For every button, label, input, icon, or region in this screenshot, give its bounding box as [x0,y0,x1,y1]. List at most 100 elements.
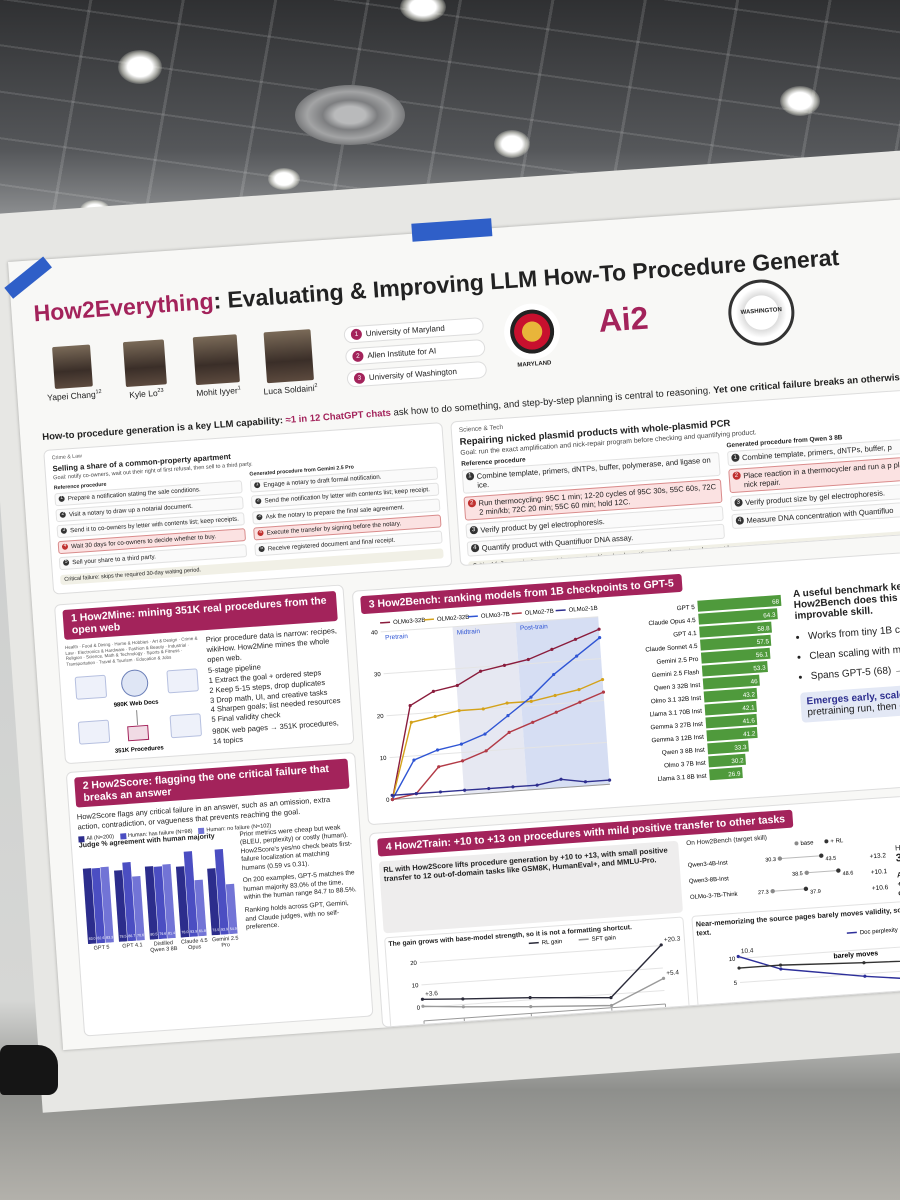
step-number: 2 [255,497,262,505]
step-text: Sell your share to a third party. [72,553,157,567]
bar [697,594,782,612]
point [608,778,612,782]
x-tick-label: Distilled Qwen 3 8B [150,939,178,954]
step-text: Receive registered document and final re… [267,536,396,553]
dumbbell: On How2Bench (target skill) base + RL Qwen3… [686,826,891,912]
bar-value-label: 41.6 [742,717,755,725]
y-tick-label: Claude Opus 4.5 [648,617,696,627]
bullets: Works from tiny 1B checkpoints (~10²¹ FC… [796,619,900,683]
affiliation-number: 1 [350,328,363,341]
point [659,943,663,947]
point [526,657,530,662]
y-tick-label: Olmo 3.1 32B Inst [651,695,702,706]
bar [175,865,190,938]
bar [114,869,128,942]
point [414,792,418,796]
author: Yapei Chang12 [36,343,110,403]
bar-value-label: 64.3 [763,612,776,620]
point [461,997,465,1001]
point [575,654,579,658]
bar-value-label: 93.9 [190,929,197,933]
bar [706,726,758,742]
example-box [77,719,111,745]
phase-label: Post-train [520,623,549,632]
phase-label: Pretrain [385,633,409,642]
bar-value-label: 82.6 [97,935,104,939]
series-line [391,637,601,800]
point [505,701,509,705]
point [779,967,783,971]
point [609,996,613,1000]
point [609,1003,614,1008]
point [459,742,464,746]
ceiling-light [268,168,300,190]
human-title: Human evaluation on 20 [894,838,900,853]
y-tick-label: Olmo 3 7B Inst [664,760,706,770]
point [461,1005,465,1009]
point [862,961,866,965]
rl-dot [803,886,809,892]
step-text: Verify product by gel electrophoresis. [480,517,605,535]
series-line [422,944,662,1000]
legend-label: base [800,840,814,847]
affiliation-number: 3 [353,372,366,385]
bar-value-label: 41.2 [743,730,756,738]
superscript: 2 [314,382,318,390]
series-line [392,778,610,797]
step-number: 4 [61,543,69,551]
row-label: Qwen3-4B-Inst [688,860,729,869]
example-panel: Crime & Law Selling a share of a common-p… [43,422,453,595]
affiliation: 3 University of Washington [346,360,488,388]
score-chart: Judge % agreement with human majority 83.… [79,831,242,958]
affiliation-number: 2 [352,350,364,363]
grid-line [421,967,663,986]
bar-value-label: 70.6 [137,933,144,937]
point [597,627,601,631]
bar-value-label: 54.9 [230,926,237,930]
bar [704,700,757,716]
procedure-column: Reference procedure 1 Prepare a notificati… [54,472,248,573]
data-label: +5.4 [666,969,680,977]
author: Luca Soldaini2 [252,328,326,397]
y-tick-label: GPT 4.1 [673,630,697,639]
ceiling-light [494,130,530,158]
grid-line [380,616,599,633]
point [412,758,416,762]
section-bench: 3 How2Bench: ranking models from 1B chec… [351,546,900,826]
bar-value-label: 58.8 [757,625,770,633]
y-tick-label: 0 [417,1006,421,1012]
rl-label: 37.9 [810,889,821,896]
procedure-column: Generated procedure from Qwen 3 8B 1 Combi… [726,424,900,541]
base-dot [804,870,809,875]
point [559,777,563,781]
bar-value-label: 33.3 [734,744,747,752]
rl-dot [836,868,841,873]
author-photo [52,344,93,390]
series-line [738,957,900,969]
grid-line [386,699,605,717]
point [550,647,554,652]
data-label: 10.4 [741,947,754,955]
point [552,672,556,677]
note: Ranking holds across GPT, Gemini, and Cl… [244,899,349,932]
author-photo [192,334,240,386]
ceiling-light [780,86,820,116]
bar-value-label: 26.9 [728,770,741,778]
train-top: RL with How2Score lifts procedure genera… [378,818,900,934]
row-label: OLMo-3-7B-Think [690,892,739,901]
y-tick-label: Gemma 3 12B Inst [651,734,704,745]
point [573,637,578,641]
bar [700,647,771,664]
legend-swatch [578,938,589,941]
callout: Emerges early, scales far. Signal appepr… [799,679,900,723]
base-label: 30.3 [765,857,776,864]
step-number: 5 [258,545,266,553]
point [529,699,533,703]
intro-highlight: ≈1 in 12 ChatGPT chats [285,407,392,427]
step-number: 1 [58,495,66,503]
base-label: 27.3 [758,889,769,896]
point [578,700,582,704]
ceiling-light [118,50,162,84]
y-tick-label: GPT 5 [676,604,695,612]
logo-ai2: Ai2 [597,299,650,339]
